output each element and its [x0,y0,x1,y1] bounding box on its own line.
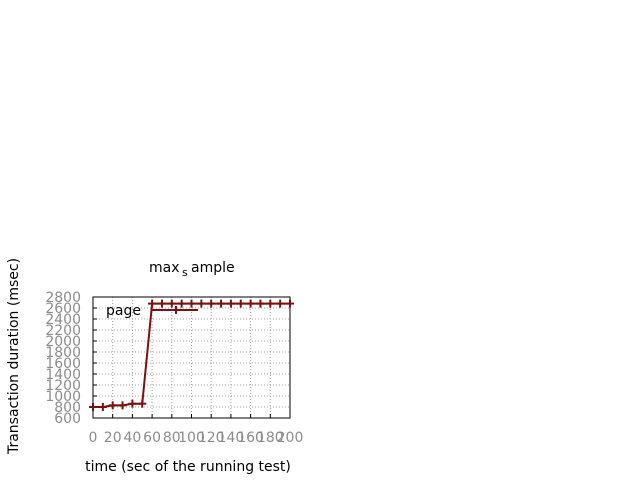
y-axis-ticks: 6008001000120014001600180020002200240026… [45,290,97,427]
x-tick-label: 200 [277,430,304,446]
x-tick-label: 40 [123,430,141,446]
chart-title-rest: ample [191,260,235,276]
chart-title: max s ample [149,260,235,279]
series-line-page [93,302,290,408]
series-layer [89,299,294,411]
chart-title-subscript: s [182,266,188,279]
y-tick-label: 2200 [45,323,81,339]
y-tick-label: 2800 [45,290,81,306]
grid [93,297,290,418]
x-tick-label: 0 [89,430,98,446]
y-tick-label: 800 [54,400,81,416]
x-tick-label: 60 [143,430,161,446]
x-tick-label: 140 [218,430,245,446]
x-tick-label: 120 [198,430,225,446]
x-tick-label: 100 [178,430,205,446]
legend-entry-page: page [106,303,141,319]
y-tick-label: 1600 [45,356,81,372]
y-tick-label: 2400 [45,312,81,328]
y-tick-label: 600 [54,411,81,427]
x-tick-label: 160 [237,430,264,446]
y-tick-label: 2000 [45,334,81,350]
chart-title-main: max [149,260,180,276]
x-axis-label: time (sec of the running test) [85,459,291,475]
y-tick-label: 1800 [45,345,81,361]
x-tick-label: 20 [104,430,122,446]
x-tick-label: 80 [163,430,181,446]
y-tick-label: 2600 [45,301,81,317]
y-axis-label: Transaction duration (msec) [6,258,22,455]
x-tick-label: 180 [257,430,284,446]
y-tick-label: 1400 [45,367,81,383]
y-tick-label: 1000 [45,389,81,405]
y-tick-label: 1200 [45,378,81,394]
